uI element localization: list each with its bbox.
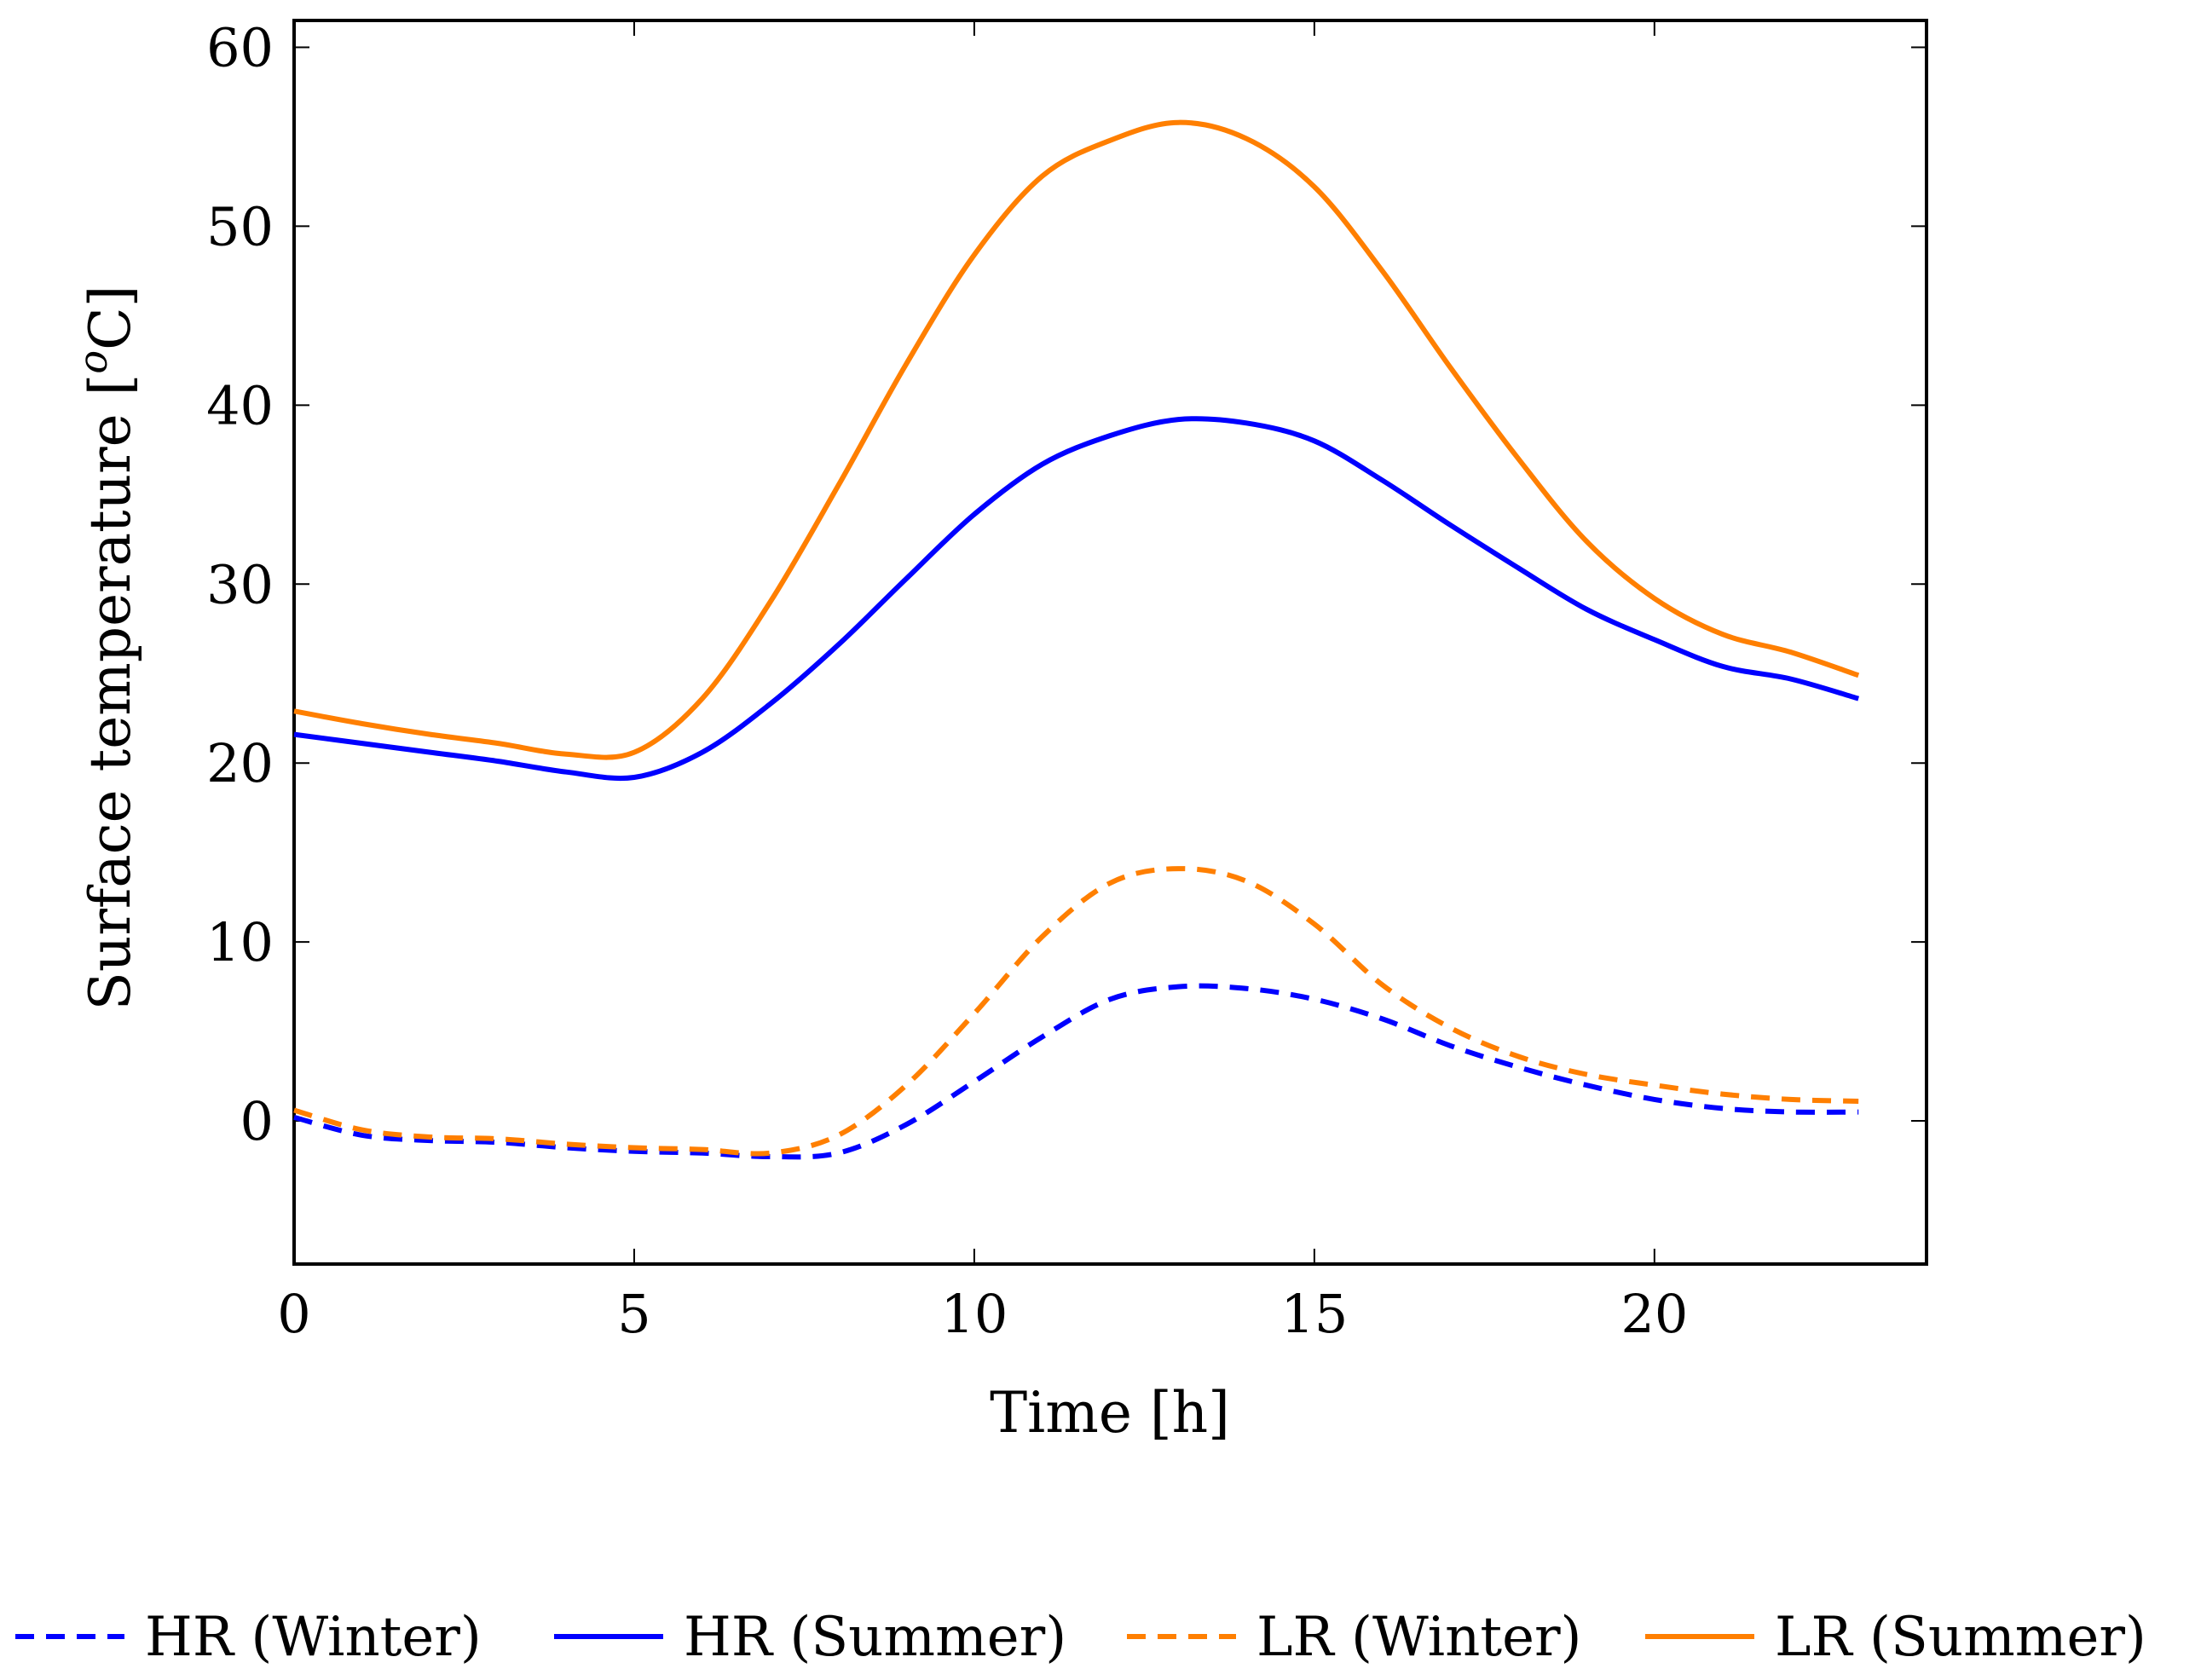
y-tick-label: 50 bbox=[206, 195, 274, 257]
x-axis-title: Time [h] bbox=[990, 1380, 1230, 1446]
y-tick-label: 30 bbox=[206, 553, 274, 615]
y-tick-label: 20 bbox=[206, 732, 274, 794]
series-line-lr-winter bbox=[293, 866, 1859, 1157]
x-tick-label: 5 bbox=[617, 1283, 650, 1345]
y-tick-label: 60 bbox=[206, 16, 274, 78]
legend-label-lr-winter: LR (Winter) bbox=[1256, 1606, 1582, 1669]
legend-label-hr-summer: HR (Summer) bbox=[684, 1606, 1066, 1669]
y-tick-label: 40 bbox=[206, 374, 274, 436]
x-tick-label: 10 bbox=[940, 1283, 1008, 1345]
x-tick-label: 15 bbox=[1280, 1283, 1348, 1345]
series-line-lr-summer bbox=[293, 119, 1860, 760]
x-tick-label: 0 bbox=[277, 1283, 310, 1345]
series-layer bbox=[293, 119, 1860, 1160]
x-tick-label: 20 bbox=[1620, 1283, 1688, 1345]
y-axis-title-superscript: o bbox=[70, 350, 116, 374]
y-tick-label: 0 bbox=[240, 1090, 274, 1152]
axis-ticks: 0 5 10 15 20 0 10 20 30 40 50 60 bbox=[206, 16, 1927, 1345]
y-axis-title: Surface temperature [oC] bbox=[70, 286, 143, 1011]
y-axis-title-text: Surface temperature [ bbox=[78, 374, 143, 1011]
legend: HR (Winter) HR (Summer) LR (Winter) LR (Sum… bbox=[15, 1606, 2146, 1669]
plot-frame bbox=[292, 19, 1928, 1266]
series-line-hr-winter bbox=[293, 983, 1859, 1160]
legend-label-hr-winter: HR (Winter) bbox=[145, 1606, 482, 1669]
y-axis-title-unit: C] bbox=[78, 286, 143, 350]
y-tick-label: 10 bbox=[206, 911, 274, 973]
legend-label-lr-summer: LR (Summer) bbox=[1775, 1606, 2146, 1669]
series-line-hr-summer bbox=[293, 416, 1860, 782]
